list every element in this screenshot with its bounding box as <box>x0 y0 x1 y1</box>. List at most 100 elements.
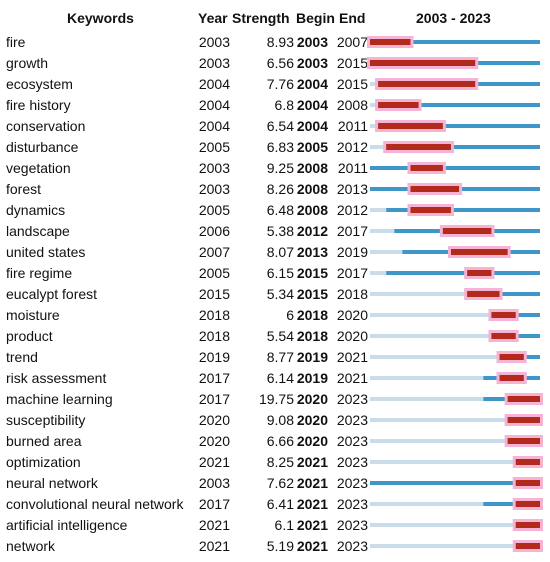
timeline-inactive-segment <box>370 502 484 506</box>
keyword-label: artificial intelligence <box>6 517 128 533</box>
keyword-label: landscape <box>6 223 70 239</box>
burst-bar <box>515 543 540 549</box>
header-keywords: Keywords <box>67 10 134 26</box>
begin-value: 2008 <box>296 160 328 176</box>
year-value: 2017 <box>198 391 230 407</box>
keyword-label: fire regime <box>6 265 73 281</box>
keyword-label: product <box>6 328 53 344</box>
burst-bar <box>370 39 411 45</box>
burst-bar <box>450 249 508 255</box>
begin-value: 2021 <box>296 538 328 554</box>
timeline-inactive-segment <box>370 334 492 338</box>
keyword-label: united states <box>6 244 86 260</box>
burst-bar <box>410 186 460 192</box>
burst-bar <box>378 123 443 129</box>
year-value: 2003 <box>198 475 230 491</box>
keyword-label: growth <box>6 55 49 71</box>
timeline-inactive-segment <box>370 376 484 380</box>
strength-value: 6.48 <box>266 202 294 218</box>
timeline-inactive-segment <box>370 544 516 548</box>
year-value: 2021 <box>198 538 230 554</box>
burst-bar <box>410 165 443 171</box>
begin-value: 2004 <box>296 118 328 134</box>
end-value: 2011 <box>337 160 368 176</box>
timeline-inactive-segment <box>370 229 395 233</box>
begin-value: 2003 <box>296 34 328 50</box>
strength-value: 7.76 <box>266 76 294 92</box>
strength-value: 8.25 <box>266 454 294 470</box>
begin-value: 2008 <box>296 181 328 197</box>
strength-value: 5.19 <box>266 538 294 554</box>
end-value: 2017 <box>336 265 368 281</box>
burst-bar <box>507 438 540 444</box>
burst-bar <box>467 291 500 297</box>
keyword-label: risk assessment <box>6 370 107 386</box>
keyword-label: convolutional neural network <box>6 496 184 512</box>
strength-value: 6 <box>286 307 294 323</box>
burst-bar <box>507 396 540 402</box>
strength-value: 6.1 <box>274 517 294 533</box>
burst-bar <box>467 270 492 276</box>
end-value: 2008 <box>336 97 368 113</box>
timeline-inactive-segment <box>370 418 508 422</box>
begin-value: 2008 <box>296 202 328 218</box>
strength-value: 6.56 <box>266 55 294 71</box>
strength-value: 19.75 <box>258 391 294 407</box>
strength-value: 6.54 <box>266 118 294 134</box>
begin-value: 2013 <box>296 244 328 260</box>
year-value: 2006 <box>198 223 230 239</box>
header-end: End <box>339 10 366 26</box>
end-value: 2023 <box>336 433 368 449</box>
year-value: 2005 <box>198 202 230 218</box>
begin-value: 2020 <box>296 412 328 428</box>
year-value: 2003 <box>198 181 230 197</box>
strength-value: 8.07 <box>266 244 294 260</box>
year-value: 2003 <box>198 160 230 176</box>
strength-value: 6.14 <box>266 370 294 386</box>
timeline-active-segment <box>370 40 540 44</box>
keyword-label: fire history <box>6 97 71 113</box>
burst-bar <box>370 60 476 66</box>
keyword-label: network <box>6 538 56 554</box>
keyword-label: vegetation <box>6 160 71 176</box>
keyword-label: burned area <box>6 433 82 449</box>
begin-value: 2003 <box>296 55 328 71</box>
year-value: 2004 <box>198 76 230 92</box>
timeline-inactive-segment <box>370 292 468 296</box>
strength-value: 9.08 <box>266 412 294 428</box>
strength-value: 9.25 <box>266 160 294 176</box>
keyword-label: moisture <box>6 307 60 323</box>
keyword-label: optimization <box>6 454 81 470</box>
keyword-label: dynamics <box>6 202 66 218</box>
end-value: 2023 <box>336 412 368 428</box>
keyword-label: disturbance <box>6 139 79 155</box>
timeline-inactive-segment <box>370 208 387 212</box>
burst-bar <box>515 501 540 507</box>
year-value: 2018 <box>198 307 230 323</box>
timeline-active-segment <box>370 166 540 170</box>
begin-value: 2015 <box>296 265 328 281</box>
timeline-inactive-segment <box>370 103 379 107</box>
year-value: 2021 <box>198 517 230 533</box>
timeline-inactive-segment <box>370 250 403 254</box>
timeline-active-segment <box>483 502 540 506</box>
year-value: 2017 <box>198 370 230 386</box>
strength-value: 8.26 <box>266 181 294 197</box>
keyword-label: ecosystem <box>6 76 73 92</box>
begin-value: 2018 <box>296 328 328 344</box>
end-value: 2015 <box>336 55 368 71</box>
timeline-inactive-segment <box>370 355 500 359</box>
begin-value: 2018 <box>296 307 328 323</box>
timeline-inactive-segment <box>370 124 379 128</box>
strength-value: 5.54 <box>266 328 294 344</box>
year-value: 2005 <box>198 265 230 281</box>
begin-value: 2019 <box>296 370 328 386</box>
year-value: 2021 <box>198 454 230 470</box>
begin-value: 2020 <box>296 433 328 449</box>
burst-bar <box>491 333 516 339</box>
begin-value: 2020 <box>296 391 328 407</box>
end-value: 2013 <box>336 181 368 197</box>
year-value: 2007 <box>198 244 230 260</box>
end-value: 2020 <box>336 307 368 323</box>
burst-bar <box>442 228 492 234</box>
